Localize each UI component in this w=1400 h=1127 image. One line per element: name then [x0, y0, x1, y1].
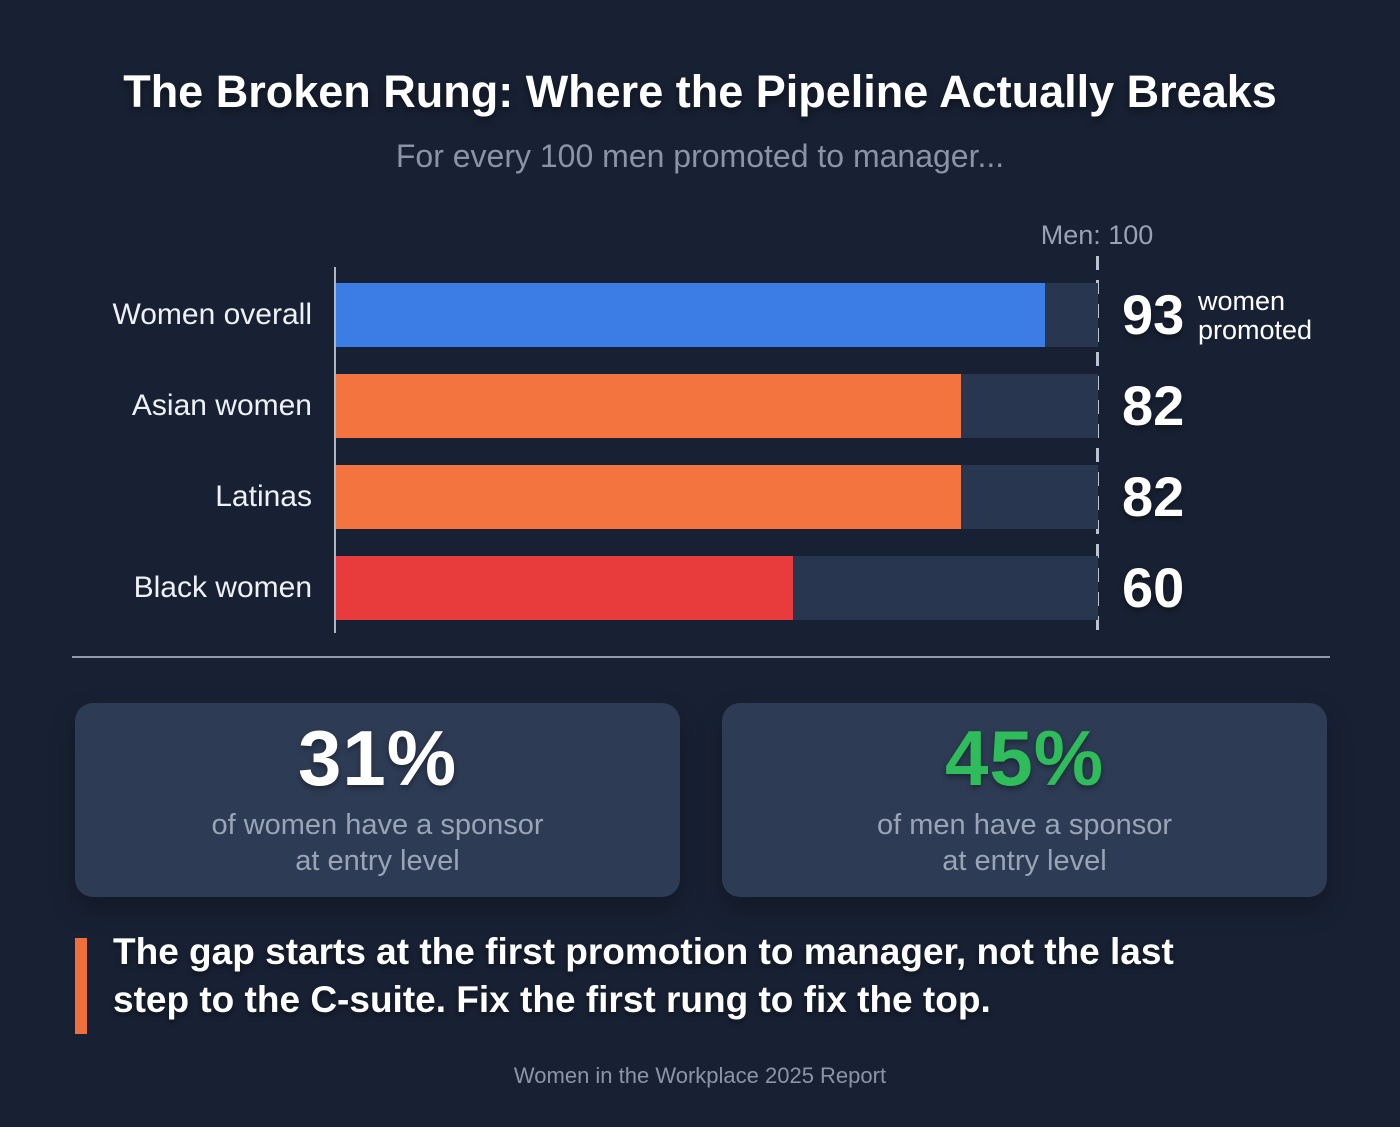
bar-track: [336, 465, 1098, 529]
stat-card-women-sponsor: 31% of women have a sponsor at entry lev…: [75, 703, 680, 897]
chart-row-asian-women: Asian women 82: [0, 374, 1400, 438]
y-axis-line: [334, 267, 336, 633]
quote-accent-bar: [75, 938, 87, 1034]
category-label: Black women: [133, 571, 312, 604]
men-reference-label: Men: 100: [1040, 220, 1154, 250]
chart-row-latinas: Latinas 82: [0, 465, 1400, 529]
stat-description-line2: at entry level: [942, 845, 1107, 877]
quote-line2: step to the C-suite. Fix the first rung …: [113, 979, 991, 1020]
chart-row-black-women: Black women 60: [0, 556, 1400, 620]
category-label: Asian women: [131, 389, 312, 422]
bar-women-overall: [336, 283, 1045, 347]
category-label: Women overall: [112, 298, 312, 331]
stat-description-line2: at entry level: [295, 845, 460, 877]
bar-black-women: [336, 556, 794, 620]
quote-text: The gap starts at the first promotion to…: [113, 928, 1353, 1024]
category-label: Latinas: [215, 480, 312, 513]
bar-latinas: [336, 465, 961, 529]
stat-description-line1: of men have a sponsor: [876, 809, 1172, 841]
bar-asian-women: [336, 374, 961, 438]
bar-track: [336, 374, 1098, 438]
stat-card-men-sponsor: 45% of men have a sponsor at entry level: [722, 703, 1327, 897]
bar-value: 82: [1122, 374, 1185, 437]
men-100-dashed-line: [1096, 256, 1099, 633]
quote-line1: The gap starts at the first promotion to…: [113, 931, 1174, 972]
bar-value: 93: [1122, 283, 1185, 346]
value-annotation: women promoted: [1198, 286, 1313, 345]
section-divider: [72, 656, 1330, 658]
stat-description-line1: of women have a sponsor: [211, 809, 544, 841]
stat-value: 45%: [944, 714, 1105, 802]
bar-value: 82: [1122, 465, 1185, 528]
page-title: The Broken Rung: Where the Pipeline Actu…: [123, 66, 1277, 117]
chart-row-women-overall: Women overall 93 women promoted: [0, 283, 1400, 347]
page-subtitle: For every 100 men promoted to manager...: [395, 138, 1005, 174]
stat-value: 31%: [297, 714, 458, 802]
bar-track: [336, 556, 1098, 620]
stat-description: of men have a sponsor at entry level: [722, 807, 1327, 879]
bar-value: 60: [1122, 556, 1185, 619]
stat-description: of women have a sponsor at entry level: [75, 807, 680, 879]
bar-track: [336, 283, 1098, 347]
source-attribution: Women in the Workplace 2025 Report: [513, 1063, 887, 1088]
